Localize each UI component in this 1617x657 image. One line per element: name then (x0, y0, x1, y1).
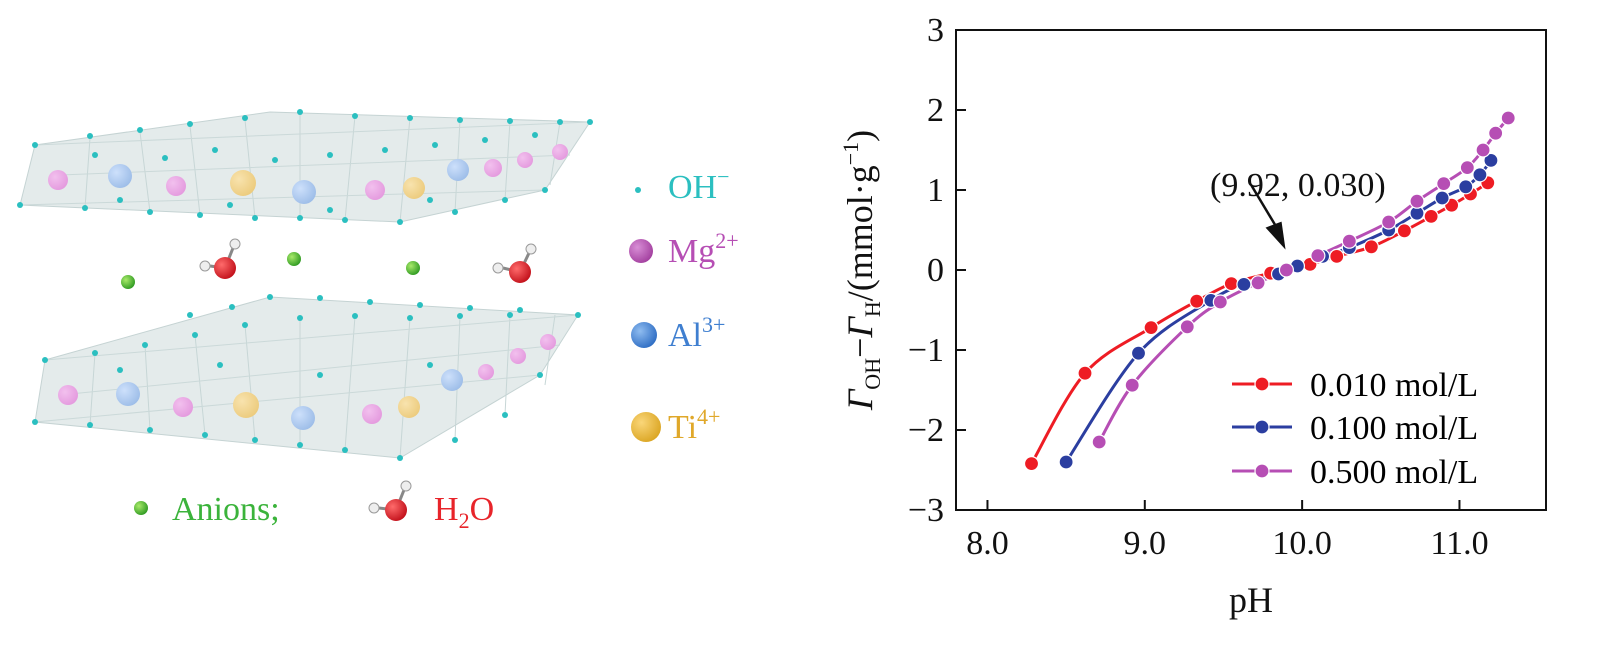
data-point-s2-12 (1475, 142, 1491, 158)
x-axis-title: pH (1229, 580, 1273, 620)
water-legend-marker (368, 480, 412, 521)
data-point-s2-13 (1488, 125, 1504, 141)
y-tick-label: 0 (927, 252, 944, 289)
ti-label: Ti4+ (668, 404, 720, 446)
x-tick-label: 10.0 (1272, 525, 1332, 562)
data-point-s2-10 (1436, 176, 1452, 192)
data-point-s1-13 (1483, 152, 1499, 168)
x-tick-label: 11.0 (1430, 525, 1488, 562)
al-marker (631, 322, 657, 348)
x-tick-label: 8.0 (966, 525, 1009, 562)
legend-marker-0100 (1254, 419, 1270, 435)
data-point-s0-10 (1423, 208, 1439, 224)
y-tick-label: 3 (927, 12, 944, 49)
data-point-s1-10 (1434, 190, 1450, 206)
data-point-s2-7 (1341, 233, 1357, 249)
annotation-arrow-head (1265, 221, 1286, 250)
chart-canvas: −3 −2 −1 0 1 2 3 8.0 9.0 10.0 11.0 ΓOH−ΓH/(mmol·g−… (838, 12, 1547, 620)
legend-item: 0.010 mol/L (1232, 367, 1478, 404)
y-tick-label: 1 (927, 172, 944, 209)
oh-marker (635, 187, 641, 193)
ti-marker (631, 412, 661, 442)
x-tick-label: 9.0 (1124, 525, 1167, 562)
data-point-s1-3 (1236, 276, 1252, 292)
lower-hydroxide-layer (32, 294, 581, 461)
data-point-s0-1 (1077, 365, 1093, 381)
legend-label-0010: 0.010 mol/L (1310, 367, 1478, 404)
data-point-s2-9 (1409, 193, 1425, 209)
chart-legend: 0.010 mol/L 0.100 mol/L 0.500 mol/L (1232, 367, 1478, 491)
data-point-s0-9 (1396, 223, 1413, 239)
y-tick-label: −3 (908, 492, 944, 529)
data-point-s0-0 (1023, 456, 1040, 472)
annotation-label: (9.92, 0.030) (1210, 167, 1386, 204)
legend-marker-0500 (1254, 463, 1270, 479)
y-axis-title: ΓOH−ΓH/(mmol·g−1) (838, 130, 885, 411)
data-point-s1-0 (1058, 454, 1074, 470)
titration-chart: −3 −2 −1 0 1 2 3 8.0 9.0 10.0 11.0 ΓOH−ΓH/(mmol·g−… (800, 0, 1617, 652)
data-point-s0-7 (1329, 248, 1345, 264)
species-legend: OH− Mg2+ Al3+ Ti4+ Anions; H2O (134, 164, 739, 533)
data-point-s0-8 (1363, 239, 1379, 255)
data-point-s1-12 (1472, 167, 1488, 183)
upper-hydroxide-layer (17, 109, 593, 225)
data-point-s0-4 (1223, 276, 1239, 292)
data-point-s0-2 (1143, 320, 1159, 336)
data-point-s2-8 (1381, 214, 1397, 230)
y-tick-label: 2 (927, 92, 944, 129)
oh-label: OH− (668, 164, 730, 206)
data-point-s2-5 (1278, 262, 1294, 278)
data-point-s2-3 (1212, 294, 1228, 310)
al-label: Al3+ (668, 312, 725, 354)
y-tick-label: −1 (908, 332, 944, 369)
data-point-s1-1 (1130, 345, 1147, 361)
interlayer-species (121, 238, 537, 289)
data-point-s0-3 (1189, 293, 1205, 309)
anions-label: Anions; (172, 491, 280, 528)
legend-label-0100: 0.100 mol/L (1310, 410, 1478, 447)
axis-ticks: −3 −2 −1 0 1 2 3 8.0 9.0 10.0 11.0 (908, 12, 1489, 562)
data-point-s2-2 (1179, 319, 1195, 335)
ldh-structure-figure: OH− Mg2+ Al3+ Ti4+ Anions; H2O (0, 0, 800, 652)
mg-label: Mg2+ (668, 228, 739, 270)
anion-marker (134, 501, 148, 515)
water-label: H2O (434, 491, 494, 533)
water-molecule (199, 238, 241, 279)
data-point-s2-4 (1250, 275, 1266, 291)
data-point-s2-6 (1310, 248, 1326, 264)
y-tick-label: −2 (908, 412, 944, 449)
annotation-arrow-line (1250, 184, 1277, 227)
mg-marker (629, 239, 653, 263)
data-point-s2-14 (1500, 110, 1516, 126)
legend-label-0500: 0.500 mol/L (1310, 454, 1478, 491)
water-molecule (492, 243, 537, 283)
data-point-s1-11 (1458, 179, 1474, 195)
data-point-s2-0 (1091, 434, 1107, 450)
data-point-s2-1 (1124, 377, 1140, 393)
legend-item: 0.100 mol/L (1232, 410, 1478, 447)
legend-marker-0010 (1254, 376, 1270, 392)
series-points (1023, 110, 1516, 472)
data-point-s2-11 (1459, 160, 1475, 176)
ldh-structure-drawing: OH− Mg2+ Al3+ Ti4+ Anions; H2O (17, 109, 739, 533)
legend-item: 0.500 mol/L (1232, 454, 1478, 491)
